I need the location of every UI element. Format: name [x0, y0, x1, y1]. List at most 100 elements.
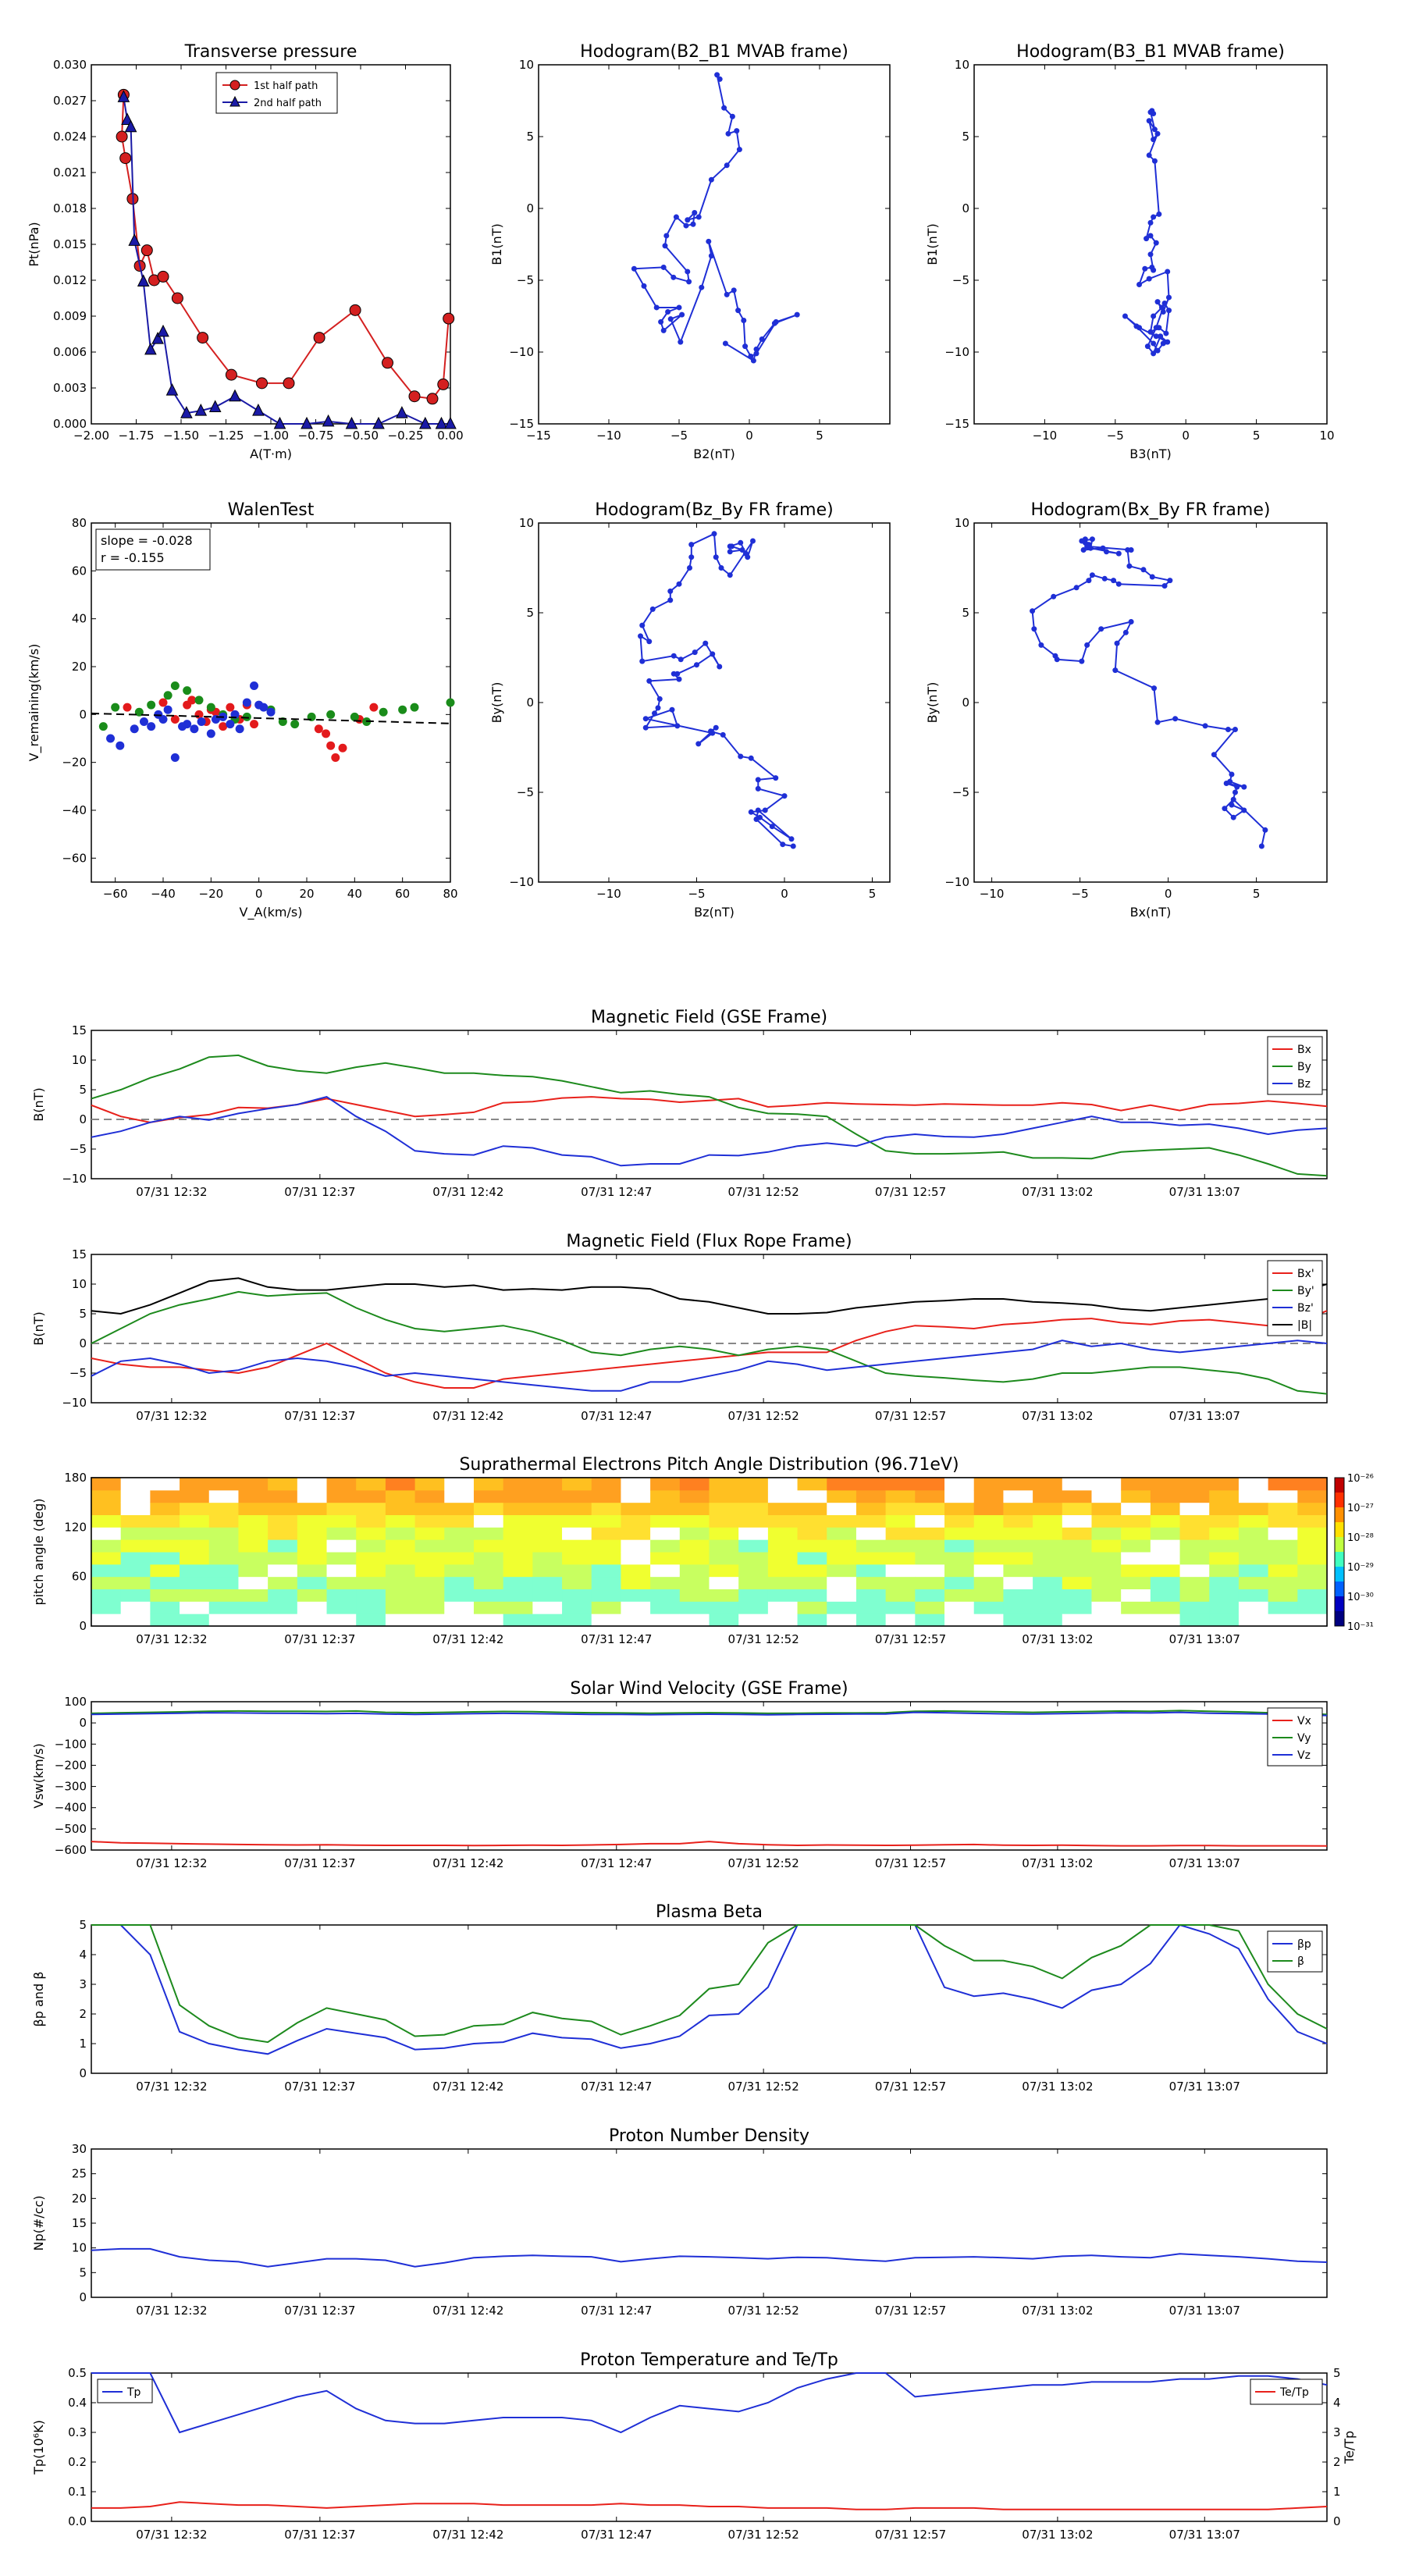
- pad-cell: [973, 1614, 1004, 1627]
- legend: βp β: [1267, 1930, 1323, 1973]
- pt-point-2nd: [124, 119, 137, 133]
- time-tick-label: 07/31 12:42: [432, 2080, 503, 2094]
- pad-cell: [1150, 1589, 1181, 1602]
- hodogram-point: [1230, 796, 1236, 802]
- pad-cell: [885, 1478, 916, 1491]
- walen-point-red: [123, 703, 132, 712]
- hodogram-point: [673, 214, 679, 220]
- pad-cell: [208, 1514, 239, 1528]
- hodogram-point: [1133, 323, 1140, 329]
- pad-cell: [356, 1478, 386, 1491]
- pad-cell: [532, 1478, 563, 1491]
- pad-cell: [385, 1514, 416, 1528]
- pad-cell: [444, 1478, 475, 1491]
- axes-frame: [538, 64, 891, 425]
- xtick-label: 0: [745, 429, 753, 443]
- xtick-label: −10: [596, 887, 621, 901]
- hodogram-point: [727, 549, 733, 555]
- ytick-label: 0.5: [68, 2366, 87, 2380]
- pad-cell: [180, 1502, 210, 1515]
- pad-cell: [1268, 1601, 1298, 1614]
- pad-cell: [1268, 1576, 1298, 1589]
- y-axis-label: V_remaining(km/s): [27, 644, 42, 762]
- hodogram-point: [708, 253, 714, 259]
- walen-point-green: [98, 722, 108, 731]
- hodogram-point: [695, 741, 702, 747]
- pt-point-1st: [283, 377, 295, 390]
- panel-walen: WalenTest −60 −40 −20 0 20 40 60 80 −60 −40 −20 0 20 4…: [27, 500, 458, 920]
- axes-frame: [91, 1030, 1328, 1179]
- time-tick-label: 07/31 12:57: [875, 2080, 946, 2094]
- pad-cell: [885, 1564, 916, 1578]
- pad-cell: [885, 1539, 916, 1553]
- time-tick-label: 07/31 12:52: [728, 2304, 799, 2318]
- y-axis-label: pitch angle (deg): [31, 1498, 46, 1605]
- time-tick-label: 07/31 13:07: [1169, 1632, 1240, 1646]
- pad-cell: [268, 1489, 298, 1503]
- pad-cell: [1268, 1478, 1298, 1491]
- hodogram-point: [653, 304, 660, 311]
- walen-point-red: [170, 714, 180, 724]
- hodogram-point: [713, 554, 719, 560]
- pad-cell: [1238, 1576, 1269, 1589]
- pad-cell: [738, 1564, 769, 1578]
- pad-cell: [297, 1502, 328, 1515]
- time-tick-label: 07/31 12:32: [136, 1409, 207, 1423]
- hodogram-point: [1151, 685, 1158, 692]
- hodogram-point: [1172, 716, 1179, 722]
- pad-cell: [591, 1514, 621, 1528]
- hodogram-point: [676, 676, 682, 682]
- hodogram-point: [1146, 118, 1152, 124]
- pad-cell: [1268, 1539, 1298, 1553]
- pad-cell: [268, 1576, 298, 1589]
- legend-label: Te/Tp: [1279, 2386, 1309, 2399]
- pad-cell: [1268, 1527, 1298, 1540]
- pad-cell: [915, 1614, 945, 1627]
- hodogram-point: [1151, 214, 1157, 220]
- pad-cell: [1033, 1527, 1063, 1540]
- x-axis-label: A(T·m): [250, 447, 292, 461]
- pad-cell: [208, 1614, 239, 1627]
- series-line-Vz: [91, 1711, 1328, 1717]
- pt-point-1st: [382, 357, 393, 369]
- panel-title: Proton Number Density: [609, 2126, 809, 2146]
- pad-cell: [915, 1552, 945, 1565]
- pt-point-2nd: [444, 416, 457, 429]
- xtick-label: −5: [688, 887, 705, 901]
- pad-cell: [944, 1564, 975, 1578]
- pad-cell: [944, 1552, 975, 1565]
- xtick-label: −5: [1072, 887, 1089, 901]
- pad-cell: [180, 1478, 210, 1491]
- hodogram-point: [718, 565, 724, 571]
- pad-cell: [1033, 1502, 1063, 1515]
- colorbar-label: 10⁻²⁹: [1347, 1562, 1374, 1574]
- pad-cell: [1238, 1502, 1269, 1515]
- hodogram-point: [638, 633, 643, 639]
- hodogram-point: [1211, 752, 1217, 758]
- pad-cell: [473, 1589, 504, 1602]
- hodogram-point: [1161, 583, 1168, 589]
- ytick-label: 60: [72, 1570, 87, 1584]
- hodogram-point: [1151, 137, 1157, 143]
- pad-cell: [679, 1564, 710, 1578]
- pad-cell: [150, 1589, 180, 1602]
- pad-cell: [855, 1601, 887, 1614]
- pad-cell: [679, 1552, 710, 1565]
- hodogram-point: [658, 318, 664, 325]
- pad-cell: [1297, 1527, 1328, 1540]
- pad-cell: [91, 1514, 122, 1528]
- pad-cell: [356, 1614, 386, 1627]
- walen-point-green: [398, 705, 407, 714]
- colorbar-frame: [1334, 1477, 1345, 1627]
- time-tick-label: 07/31 13:07: [1169, 2304, 1240, 2318]
- pad-cell: [268, 1502, 298, 1515]
- pad-cell: [473, 1601, 504, 1614]
- pad-cell: [767, 1527, 799, 1540]
- hodogram-point: [1086, 578, 1092, 584]
- pad-cell: [180, 1539, 210, 1553]
- hodogram-point: [686, 279, 692, 285]
- pad-cell: [414, 1601, 445, 1614]
- pad-cell: [591, 1576, 621, 1589]
- hodogram-point: [1160, 340, 1166, 347]
- hodogram-point: [1151, 350, 1157, 357]
